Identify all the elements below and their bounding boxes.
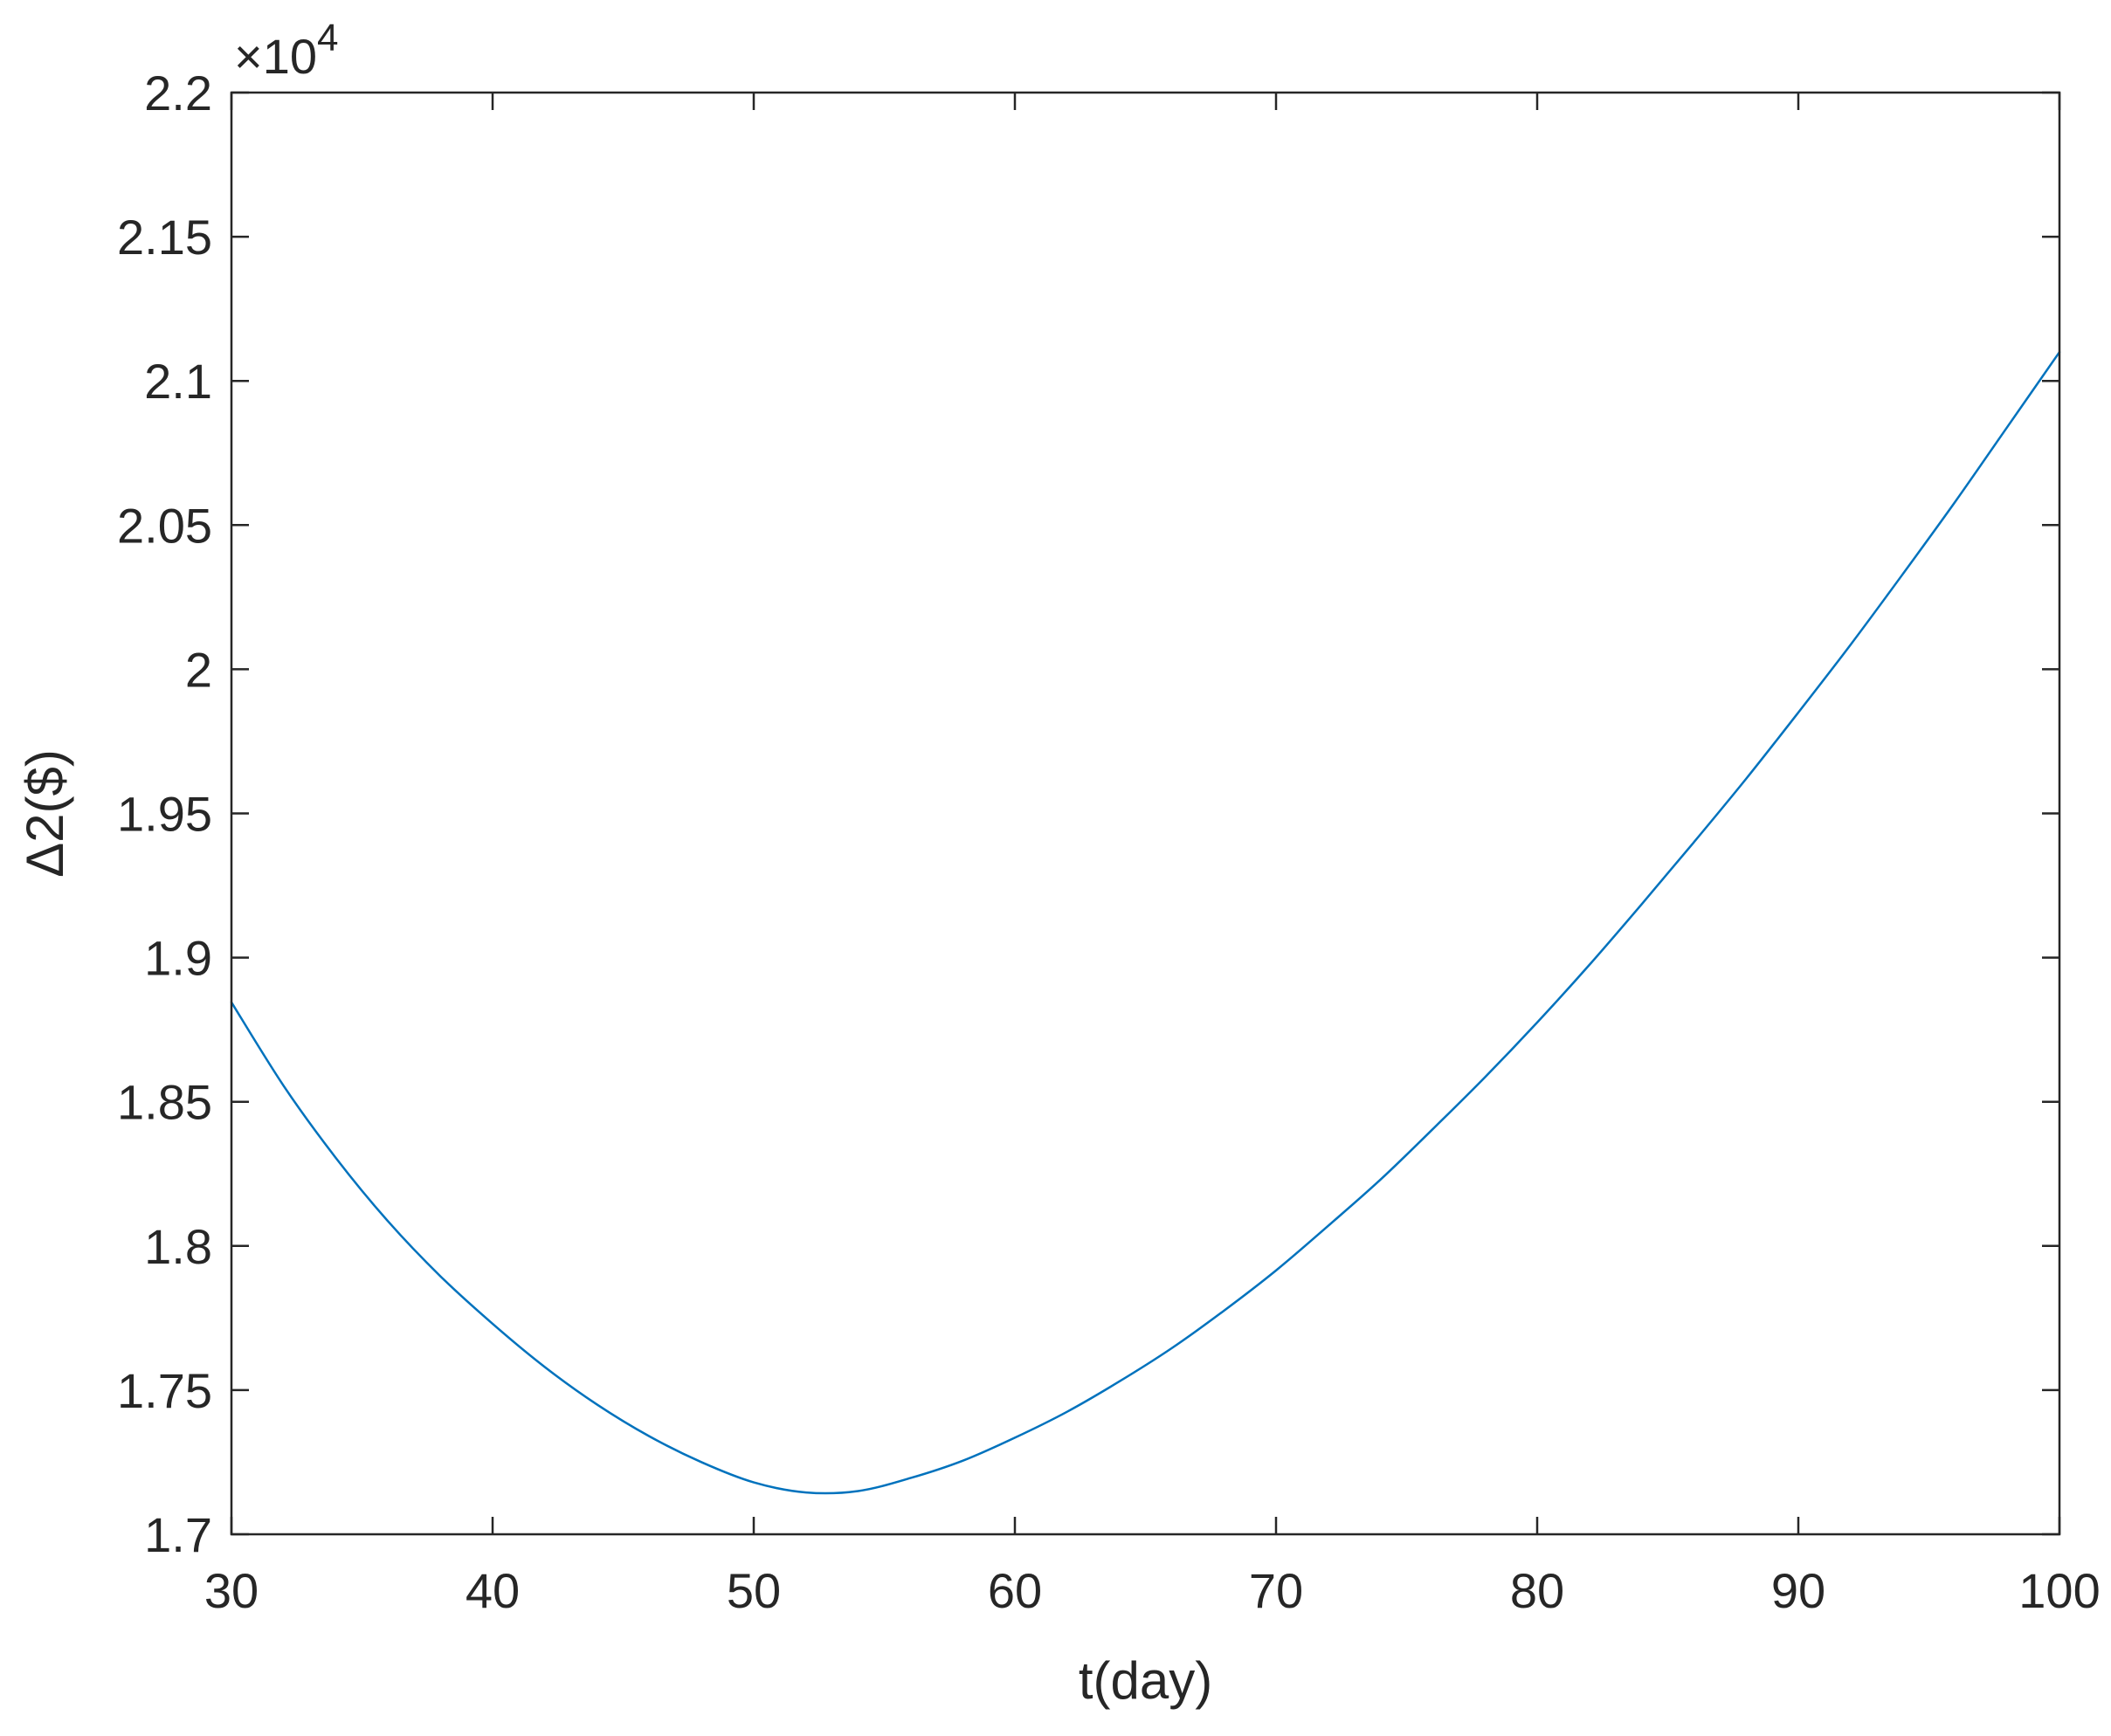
y-tick-label: 1.8: [144, 1219, 212, 1274]
x-tick-label: 40: [466, 1563, 520, 1618]
x-tick-label: 70: [1249, 1563, 1303, 1618]
y-tick-label: 2.15: [117, 210, 212, 265]
y-axis-exponent-prefix: ×10: [234, 29, 317, 84]
y-tick-label: 1.9: [144, 931, 212, 986]
y-tick-label: 1.7: [144, 1507, 212, 1562]
series-layer: [230, 350, 2061, 1495]
x-axis-label: t(day): [1079, 1651, 1212, 1710]
x-tick-label: 50: [727, 1563, 781, 1618]
x-tick-label: 80: [1510, 1563, 1564, 1618]
y-axis-exponent-power: 4: [317, 17, 338, 59]
y-axis-label: Δ2($): [16, 749, 74, 878]
x-tick-label: 60: [988, 1563, 1042, 1618]
y-tick-labels: 1.7 1.75 1.8 1.85 1.9 1.95 2 2.05 2.1 2.15 2.2: [117, 65, 212, 1562]
y-tick-label: 2: [185, 642, 212, 697]
y-tick-label: 1.95: [117, 787, 212, 842]
y-tick-label: 1.75: [117, 1363, 212, 1418]
x-tick-labels: 30 40 50 60 70 80 90 100: [204, 1563, 2101, 1618]
x-tick-label: 100: [2018, 1563, 2100, 1618]
y-tick-label: 1.85: [117, 1075, 212, 1130]
plot-box: [230, 91, 2061, 1536]
plot-area: [231, 93, 2059, 1534]
x-tick-label: 30: [204, 1563, 259, 1618]
tick-marks: [230, 91, 2061, 1536]
y-tick-label: 2.1: [144, 354, 212, 409]
series-line: [230, 350, 2061, 1495]
y-tick-label: 2.2: [144, 65, 212, 121]
y-axis-exponent: ×104: [234, 17, 338, 84]
x-tick-label: 90: [1771, 1563, 1825, 1618]
y-tick-label: 2.05: [117, 498, 212, 553]
